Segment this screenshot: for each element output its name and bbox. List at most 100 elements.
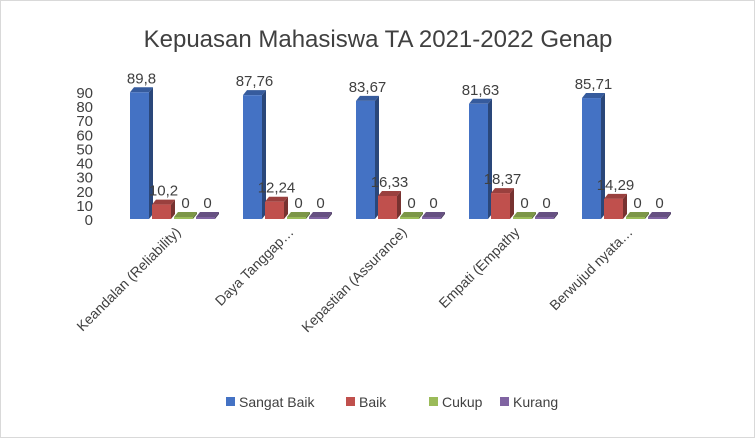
bar-top bbox=[513, 212, 536, 217]
legend-label: Cukup bbox=[442, 394, 483, 410]
bar bbox=[535, 212, 558, 219]
y-tick-label: 90 bbox=[76, 85, 93, 102]
bar bbox=[648, 212, 671, 219]
bar-side bbox=[510, 188, 514, 219]
y-tick-label: 30 bbox=[76, 170, 93, 187]
bar-front bbox=[648, 217, 667, 219]
bar-top bbox=[648, 212, 671, 217]
bar bbox=[582, 93, 605, 219]
data-label: 0 bbox=[203, 195, 211, 212]
bar-top bbox=[265, 196, 288, 202]
bar bbox=[491, 188, 514, 219]
bar-side bbox=[601, 93, 605, 219]
legend-item: Kurang bbox=[500, 394, 558, 410]
legend-swatch bbox=[226, 397, 235, 406]
x-category-label: Kepastian (Assurance) bbox=[298, 224, 409, 335]
bar-side bbox=[171, 199, 175, 219]
bar-side bbox=[284, 196, 288, 219]
chart-title: Kepuasan Mahasiswa TA 2021-2022 Genap bbox=[144, 26, 613, 53]
bar-side bbox=[554, 212, 558, 219]
bar-side bbox=[397, 190, 401, 219]
bar bbox=[265, 196, 288, 219]
data-label: 0 bbox=[407, 195, 415, 212]
data-label: 16,33 bbox=[371, 174, 409, 191]
x-category-label: Empati (Empathy bbox=[435, 224, 522, 311]
bar bbox=[513, 212, 536, 219]
bar-side bbox=[488, 98, 492, 219]
bar-top bbox=[469, 98, 492, 104]
bar-side bbox=[532, 212, 536, 219]
bar bbox=[243, 90, 266, 219]
bar-front bbox=[196, 217, 215, 219]
bar-front bbox=[356, 100, 375, 219]
bar-top bbox=[174, 212, 197, 217]
bar-front bbox=[309, 217, 328, 219]
bar bbox=[469, 98, 492, 219]
x-category-label: Daya Tanggap… bbox=[212, 224, 297, 309]
y-tick-label: 0 bbox=[85, 212, 93, 229]
bar-side bbox=[441, 212, 445, 219]
legend-swatch bbox=[346, 397, 355, 406]
bar-front bbox=[152, 204, 171, 219]
bar-top bbox=[243, 90, 266, 96]
legend-item: Baik bbox=[346, 394, 387, 410]
bar-side bbox=[419, 212, 423, 219]
legend-swatch bbox=[429, 397, 438, 406]
bar bbox=[196, 212, 219, 219]
data-label: 10,2 bbox=[149, 183, 178, 200]
bar bbox=[626, 212, 649, 219]
data-label: 0 bbox=[316, 195, 324, 212]
bar-front bbox=[604, 198, 623, 219]
y-tick-label: 50 bbox=[76, 141, 93, 158]
bar-side bbox=[193, 212, 197, 219]
data-label: 0 bbox=[542, 195, 550, 212]
data-label: 0 bbox=[294, 195, 302, 212]
bar-front bbox=[626, 217, 645, 219]
data-label: 0 bbox=[181, 195, 189, 212]
bar-top bbox=[130, 87, 153, 93]
y-tick-label: 60 bbox=[76, 127, 93, 144]
data-label: 0 bbox=[429, 195, 437, 212]
bar-side bbox=[375, 95, 379, 219]
bar-side bbox=[262, 90, 266, 219]
data-label: 0 bbox=[520, 195, 528, 212]
y-tick-label: 70 bbox=[76, 113, 93, 130]
bar bbox=[356, 95, 379, 219]
data-label: 81,63 bbox=[462, 82, 500, 99]
bar-top bbox=[152, 199, 175, 205]
data-label: 89,8 bbox=[127, 70, 156, 87]
legend-item: Cukup bbox=[429, 394, 483, 410]
bar-top bbox=[422, 212, 445, 217]
legend: Sangat Baik Baik Cukup Kurang bbox=[226, 394, 558, 410]
bar bbox=[378, 190, 401, 219]
bar-front bbox=[491, 193, 510, 219]
plot-area bbox=[130, 87, 671, 219]
y-tick-label: 40 bbox=[76, 156, 93, 173]
bar-front bbox=[582, 98, 601, 219]
bar-side bbox=[623, 193, 627, 219]
legend-label: Kurang bbox=[513, 394, 558, 410]
bar bbox=[152, 199, 175, 219]
bar-top bbox=[535, 212, 558, 217]
bar-front bbox=[287, 217, 306, 219]
bar bbox=[400, 212, 423, 219]
y-tick-label: 10 bbox=[76, 198, 93, 215]
y-tick-label: 80 bbox=[76, 99, 93, 116]
bar-side bbox=[645, 212, 649, 219]
bar-front bbox=[513, 217, 532, 219]
bar-front bbox=[400, 217, 419, 219]
data-label: 0 bbox=[633, 195, 641, 212]
x-category-label: Keandalan (Reliability) bbox=[73, 224, 183, 334]
bar-top bbox=[582, 93, 605, 99]
bar-side bbox=[328, 212, 332, 219]
bar bbox=[604, 193, 627, 219]
bar bbox=[130, 87, 153, 219]
bar bbox=[174, 212, 197, 219]
bar-top bbox=[196, 212, 219, 217]
bar-top bbox=[604, 193, 627, 199]
x-axis: Keandalan (Reliability) Daya Tanggap… Kepa… bbox=[73, 224, 635, 335]
bar-front bbox=[243, 95, 262, 219]
